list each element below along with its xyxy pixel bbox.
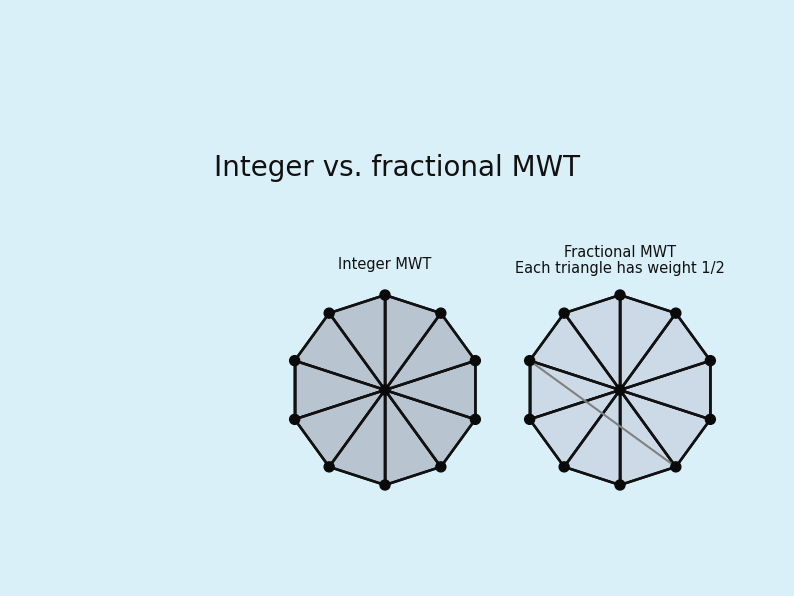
Circle shape xyxy=(436,308,446,318)
Polygon shape xyxy=(530,313,620,390)
Circle shape xyxy=(436,462,446,472)
Circle shape xyxy=(380,290,390,300)
Polygon shape xyxy=(620,313,711,390)
Polygon shape xyxy=(295,390,385,467)
Polygon shape xyxy=(565,295,620,390)
Polygon shape xyxy=(620,295,676,390)
Circle shape xyxy=(380,385,390,395)
Circle shape xyxy=(705,414,715,424)
Circle shape xyxy=(615,290,625,300)
Polygon shape xyxy=(295,361,385,420)
Circle shape xyxy=(290,414,299,424)
Circle shape xyxy=(615,385,625,395)
Polygon shape xyxy=(385,361,476,420)
Polygon shape xyxy=(385,390,441,485)
Circle shape xyxy=(525,414,534,424)
Polygon shape xyxy=(620,390,711,467)
Circle shape xyxy=(380,480,390,490)
Polygon shape xyxy=(330,295,385,390)
Polygon shape xyxy=(530,361,620,420)
Circle shape xyxy=(525,356,534,365)
Polygon shape xyxy=(385,295,441,390)
Polygon shape xyxy=(385,313,476,390)
Circle shape xyxy=(470,414,480,424)
Polygon shape xyxy=(295,313,385,390)
Text: Each triangle has weight 1/2: Each triangle has weight 1/2 xyxy=(515,261,725,276)
Circle shape xyxy=(324,462,334,472)
Polygon shape xyxy=(330,390,385,485)
Circle shape xyxy=(470,356,480,365)
Circle shape xyxy=(559,308,569,318)
Circle shape xyxy=(559,462,569,472)
Circle shape xyxy=(671,462,680,472)
Circle shape xyxy=(705,356,715,365)
Circle shape xyxy=(615,480,625,490)
Text: Fractional MWT: Fractional MWT xyxy=(564,245,676,260)
Text: Integer vs. fractional MWT: Integer vs. fractional MWT xyxy=(214,154,580,182)
Polygon shape xyxy=(620,390,676,485)
Polygon shape xyxy=(565,390,620,485)
Text: Integer MWT: Integer MWT xyxy=(338,257,432,272)
Circle shape xyxy=(324,308,334,318)
Polygon shape xyxy=(385,390,476,467)
Circle shape xyxy=(671,308,680,318)
Polygon shape xyxy=(530,390,620,467)
Polygon shape xyxy=(620,361,711,420)
Circle shape xyxy=(290,356,299,365)
